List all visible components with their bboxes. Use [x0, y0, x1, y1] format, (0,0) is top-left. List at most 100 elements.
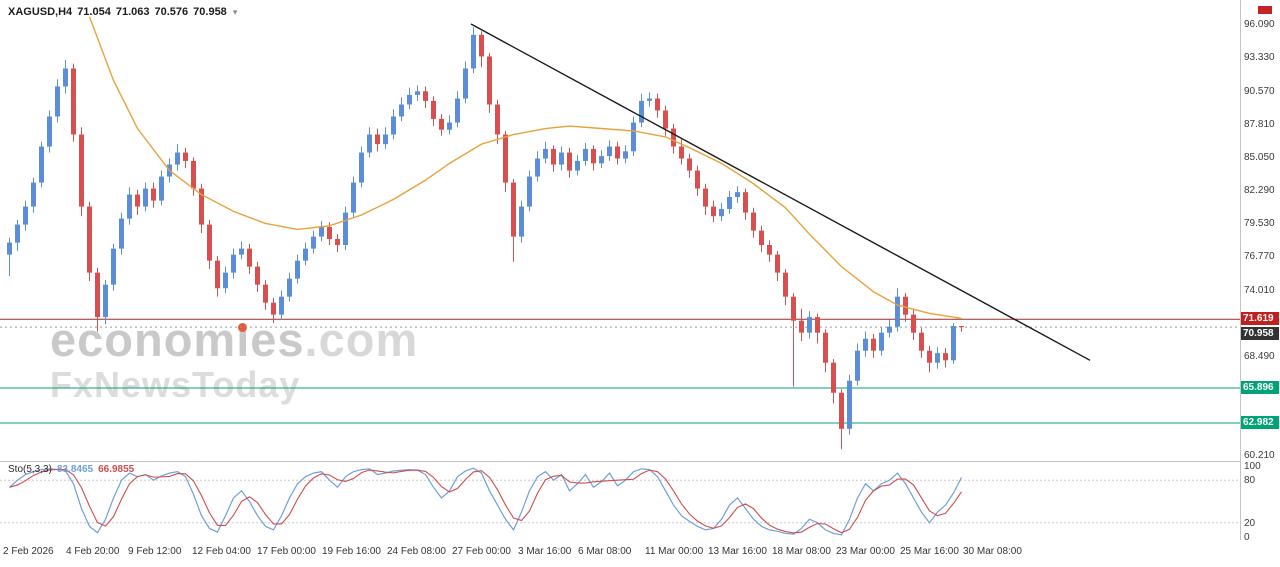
candle-body	[743, 192, 748, 213]
candle-body	[455, 98, 460, 123]
candle-body	[871, 338, 876, 351]
candle-body	[511, 182, 516, 237]
watermark-brand-pre: econom	[50, 313, 237, 366]
candle-body	[247, 248, 252, 267]
candle-body	[95, 272, 100, 318]
price-axis[interactable]: 96.090 93.330 90.570 87.810 85.050 82.290 79.5…	[1240, 0, 1280, 540]
candle-body	[519, 206, 524, 237]
time-axis-label: 12 Feb 04:00	[192, 546, 251, 557]
quote-high: 71.063	[115, 6, 150, 18]
candle-body	[927, 350, 932, 363]
candle-body	[759, 230, 764, 246]
stochastic-signal-value: 66.9855	[98, 464, 135, 475]
watermark-brand-i: ı	[236, 313, 251, 366]
price-badge-resistance: 71.619	[1241, 312, 1279, 326]
candle-body	[399, 104, 404, 117]
candle-body	[623, 151, 628, 159]
candle-body	[367, 134, 372, 153]
candle-body	[231, 254, 236, 273]
axis-top-marker	[1258, 6, 1272, 14]
trendline	[470, 23, 1091, 361]
candle-body	[415, 91, 420, 95]
candle-body	[735, 192, 740, 197]
candle-body	[951, 326, 956, 361]
price-badge-support: 65.896	[1241, 380, 1279, 394]
watermark-economies: economıes.com	[50, 316, 418, 363]
candle-body	[919, 332, 924, 351]
stochastic-canvas[interactable]	[0, 462, 1240, 540]
candle-body	[719, 208, 724, 217]
watermark-fxnewstoday: FxNewsToday	[50, 364, 301, 405]
candle-body	[639, 100, 644, 123]
candle-body	[479, 34, 484, 57]
candle-body	[695, 170, 700, 189]
candle-body	[383, 134, 388, 145]
candle-body	[127, 194, 132, 219]
candle-body	[783, 272, 788, 297]
candle-body	[135, 194, 140, 207]
stochastic-signal-line	[9, 468, 962, 534]
candle-body	[543, 148, 548, 159]
time-axis-label: 25 Mar 16:00	[900, 546, 959, 557]
candle-body	[327, 226, 332, 240]
candle-body	[943, 353, 948, 361]
candle-body	[463, 68, 468, 99]
candle-body	[23, 206, 28, 225]
candle-body	[855, 350, 860, 381]
candle-body	[607, 146, 612, 157]
candle-body	[895, 296, 900, 327]
price-axis-label: 82.290	[1244, 185, 1275, 197]
candle-body	[575, 160, 580, 171]
candle-body	[407, 94, 412, 105]
price-axis-label: 85.050	[1244, 151, 1275, 163]
moving-average-line	[88, 16, 962, 319]
candle-body	[535, 158, 540, 177]
candle-body	[111, 248, 116, 285]
candle-body	[503, 134, 508, 183]
candle-body	[47, 116, 52, 147]
chevron-down-icon[interactable]: ▾	[232, 7, 238, 17]
candle-body	[583, 148, 588, 161]
candle-body	[527, 176, 532, 207]
candle-body	[631, 122, 636, 152]
candle-body	[215, 260, 220, 289]
candle-body	[591, 148, 596, 164]
candle-body	[223, 272, 228, 289]
stochastic-axis-label: 100	[1244, 461, 1261, 472]
price-badge-current: 70.958	[1241, 327, 1279, 341]
time-axis-label: 30 Mar 08:00	[963, 546, 1022, 557]
time-axis-label: 9 Feb 12:00	[128, 546, 182, 557]
candle-body	[671, 128, 676, 147]
price-axis-label: 79.530	[1244, 218, 1275, 230]
candle-body	[311, 236, 316, 249]
stochastic-axis: 100 80 20 0	[1240, 461, 1280, 543]
candle-body	[703, 188, 708, 207]
watermark-domain: .com	[304, 313, 419, 366]
price-chart-canvas[interactable]	[0, 0, 1240, 461]
watermark-brand-post: es	[250, 313, 305, 366]
quote-open: 71.054	[77, 6, 111, 18]
candle-body	[615, 146, 620, 159]
price-badge-support: 62.982	[1241, 415, 1279, 429]
candle-body	[87, 206, 92, 273]
candle-body	[471, 34, 476, 69]
time-axis-label: 13 Mar 16:00	[708, 546, 767, 557]
candle-body	[487, 56, 492, 105]
price-axis-label: 93.330	[1244, 52, 1275, 64]
candle-body	[303, 248, 308, 261]
candle-body	[935, 353, 940, 363]
panel-separator-top[interactable]	[0, 461, 1240, 462]
time-axis[interactable]: 2 Feb 2026 4 Feb 20:00 9 Feb 12:00 12 Feb 0…	[0, 540, 1280, 567]
time-axis-label: 3 Mar 16:00	[518, 546, 572, 557]
candle-body	[423, 91, 428, 101]
quote-header: XAGUSD,H4 71.054 71.063 70.576 70.958 ▾	[8, 6, 242, 18]
candle-body	[879, 332, 884, 351]
candle-body	[831, 362, 836, 393]
time-axis-label: 6 Mar 08:00	[578, 546, 632, 557]
candle-body	[887, 326, 892, 333]
time-axis-label: 19 Feb 16:00	[322, 546, 381, 557]
candle-body	[863, 338, 868, 351]
candle-body	[55, 86, 60, 117]
candle-body	[495, 104, 500, 135]
